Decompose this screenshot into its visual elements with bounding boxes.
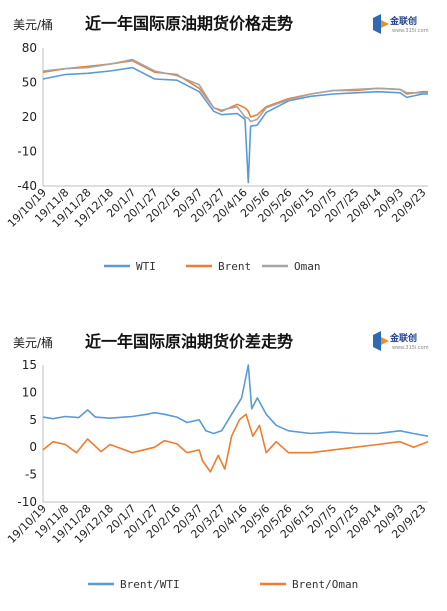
y-tick-label: 80: [22, 41, 37, 55]
price-chart: -40-1020508019/10/1919/11/819/11/2819/12…: [5, 41, 429, 273]
y-tick-label: 20: [22, 110, 37, 124]
legend-label: Brent/WTI: [120, 578, 180, 591]
logo-accent-icon: [381, 20, 389, 28]
legend-label: Brent/Oman: [292, 578, 358, 591]
series-line: [42, 413, 429, 473]
series-line: [42, 364, 429, 437]
series-line: [42, 66, 428, 184]
price-chart-unit: 美元/桶: [13, 17, 53, 32]
spread-chart: -10-505101519/10/1919/11/819/11/2819/12/…: [5, 358, 429, 591]
y-tick-label: 50: [22, 76, 37, 90]
y-tick-label: -5: [25, 468, 37, 482]
logo-mark-icon: [373, 14, 381, 34]
y-tick-label: 15: [22, 358, 37, 372]
y-tick-label: 10: [22, 385, 37, 399]
y-tick-label: -40: [17, 179, 37, 193]
price-chart-title: 近一年国际原油期货价格走势: [85, 14, 293, 33]
spread-chart-unit: 美元/桶: [13, 335, 53, 350]
logo-mark-icon: [373, 331, 381, 351]
logo-text: 金联创: [389, 332, 417, 344]
legend-label: WTI: [136, 260, 156, 273]
logo-accent-icon: [381, 337, 389, 345]
legend-label: Oman: [294, 260, 321, 273]
y-tick-label: -10: [17, 495, 37, 509]
y-tick-label: -10: [17, 145, 37, 159]
legend-label: Brent: [218, 260, 251, 273]
y-tick-label: 0: [29, 440, 37, 454]
spread-chart-title: 近一年国际原油期货价差走势: [85, 332, 293, 351]
logo-sub: www.315i.com: [392, 28, 429, 34]
series-line: [42, 58, 428, 123]
logo-text: 金联创: [389, 15, 417, 27]
y-tick-label: 5: [29, 413, 37, 427]
logo-sub: www.315i.com: [392, 345, 429, 351]
logo-bottom: 金联创 www.315i.com: [373, 331, 429, 351]
logo-top: 金联创 www.315i.com: [373, 14, 429, 34]
